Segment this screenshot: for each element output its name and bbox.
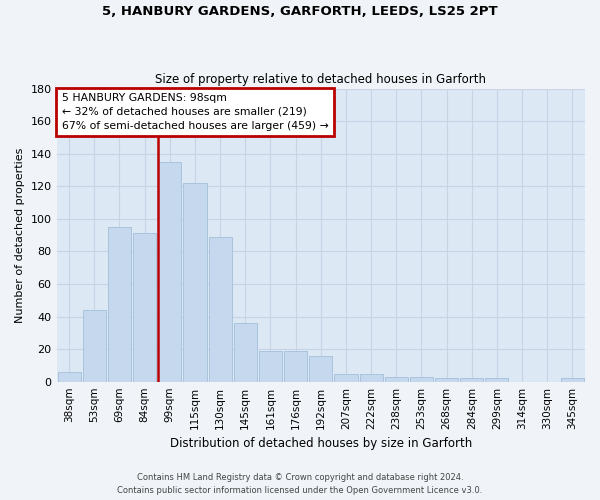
Bar: [561, 378, 584, 382]
Title: Size of property relative to detached houses in Garforth: Size of property relative to detached ho…: [155, 73, 486, 86]
Text: Contains HM Land Registry data © Crown copyright and database right 2024.
Contai: Contains HM Land Registry data © Crown c…: [118, 473, 482, 495]
Text: 5 HANBURY GARDENS: 98sqm
← 32% of detached houses are smaller (219)
67% of semi-: 5 HANBURY GARDENS: 98sqm ← 32% of detach…: [62, 93, 329, 131]
Bar: [259, 350, 282, 382]
Y-axis label: Number of detached properties: Number of detached properties: [15, 148, 25, 323]
Bar: [410, 377, 433, 382]
Bar: [158, 162, 181, 382]
Text: 5, HANBURY GARDENS, GARFORTH, LEEDS, LS25 2PT: 5, HANBURY GARDENS, GARFORTH, LEEDS, LS2…: [102, 5, 498, 18]
Bar: [385, 377, 408, 382]
Bar: [234, 323, 257, 382]
Bar: [485, 378, 508, 382]
Bar: [58, 372, 80, 382]
Bar: [184, 183, 206, 382]
Bar: [435, 378, 458, 382]
Bar: [284, 350, 307, 382]
Bar: [209, 236, 232, 382]
Bar: [108, 227, 131, 382]
Bar: [460, 378, 484, 382]
Bar: [83, 310, 106, 382]
X-axis label: Distribution of detached houses by size in Garforth: Distribution of detached houses by size …: [170, 437, 472, 450]
Bar: [309, 356, 332, 382]
Bar: [133, 234, 156, 382]
Bar: [359, 374, 383, 382]
Bar: [334, 374, 358, 382]
